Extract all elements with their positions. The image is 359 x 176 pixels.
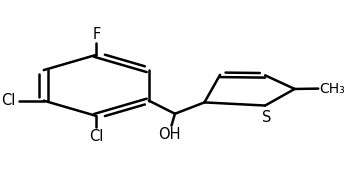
Text: Cl: Cl (2, 93, 16, 108)
Text: OH: OH (158, 127, 181, 142)
Text: F: F (92, 27, 101, 42)
Text: Cl: Cl (89, 129, 103, 144)
Text: CH₃: CH₃ (320, 82, 345, 96)
Text: S: S (262, 110, 272, 125)
